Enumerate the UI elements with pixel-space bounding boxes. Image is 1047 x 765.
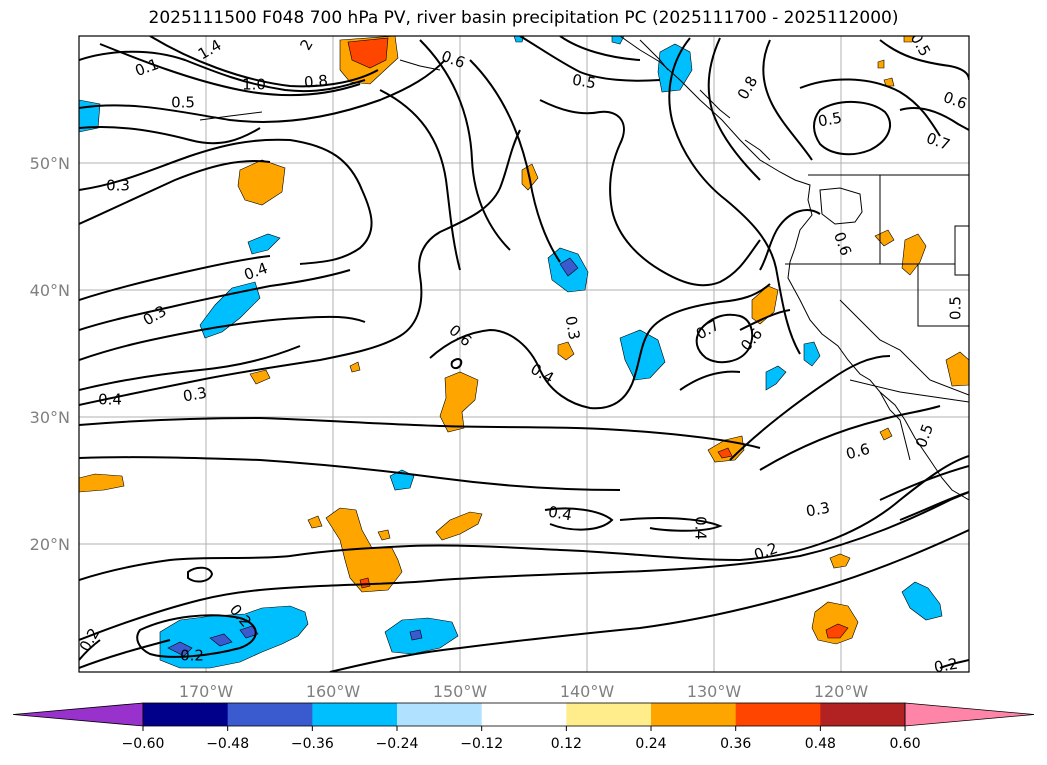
contour-label: 0.5 <box>571 71 598 93</box>
gridlines <box>79 36 969 672</box>
lat-label: 20°N <box>30 535 70 554</box>
colorbar-tick-label: 0.48 <box>805 736 836 752</box>
latitude-labels: 50°N 40°N 30°N 20°N <box>30 154 70 554</box>
colorbar <box>12 702 1035 727</box>
colorbar-tick-label: −0.24 <box>376 736 419 752</box>
lon-label: 160°W <box>306 682 361 701</box>
map-plot-area: 0.11.4 20.60.81.00.50.50.50.60.80.50.70.3… <box>79 36 969 677</box>
colorbar-bin <box>312 703 398 726</box>
contour-label: 0.3 <box>562 315 584 342</box>
colorbar-bin <box>143 703 229 726</box>
colorbar-tick-label: 0.24 <box>635 736 666 752</box>
contour-label: 0.3 <box>805 499 832 521</box>
contour-label: 0.3 <box>182 384 209 406</box>
colorbar-extend-min <box>12 702 144 727</box>
colorbar-tick-label: 0.60 <box>889 736 920 752</box>
colorbar-tick-label: −0.48 <box>206 736 249 752</box>
colorbar-extend-max <box>904 702 1035 727</box>
colorbar-tick-label: 0.12 <box>551 736 582 752</box>
lat-label: 40°N <box>30 281 70 300</box>
colorbar-bin <box>227 703 313 726</box>
contour-label: 0.2 <box>933 655 960 677</box>
contour-label: 0.5 <box>947 296 965 320</box>
contour-label: 0.8 <box>303 71 328 91</box>
contour-label: 0.5 <box>171 94 195 112</box>
contour-label: 0.3 <box>106 177 130 195</box>
contour-label: 0.4 <box>98 391 122 409</box>
contour-label: 0.2 <box>180 647 204 665</box>
colorbar-tick-label: −0.12 <box>460 736 503 752</box>
colorbar-tick-label: −0.60 <box>122 736 165 752</box>
lon-label: 130°W <box>687 682 742 701</box>
colorbar-tick-label: 0.36 <box>720 736 751 752</box>
contour-label: 0.4 <box>692 516 710 540</box>
map-frame <box>78 35 970 673</box>
lon-label: 140°W <box>560 682 615 701</box>
lon-label: 170°W <box>179 682 234 701</box>
lat-label: 30°N <box>30 408 70 427</box>
colorbar-tick-label: −0.36 <box>291 736 334 752</box>
colorbar-ticks: −0.60 −0.48 −0.36 −0.24 −0.12 0.12 0.24 0.36 0.4… <box>122 726 921 752</box>
lon-label: 120°W <box>814 682 869 701</box>
colorbar-bin <box>481 703 567 726</box>
contour-label: 1.0 <box>242 76 266 94</box>
colorbar-bin <box>651 703 737 726</box>
coastlines <box>199 36 969 501</box>
colorbar-bin <box>820 703 906 726</box>
contour-label: 0.6 <box>844 440 872 464</box>
longitude-labels: 170°W 160°W 150°W 140°W 130°W 120°W <box>179 682 869 701</box>
colorbar-bin <box>566 703 652 726</box>
map-title: 2025111500 F048 700 hPa PV, river basin … <box>148 8 899 28</box>
colorbar-bin <box>735 703 821 726</box>
colorbar-bin <box>397 703 483 726</box>
pv-contours <box>79 36 969 672</box>
lat-label: 50°N <box>30 154 70 173</box>
colorbar-frame <box>142 702 906 727</box>
precipitation-shading <box>79 36 969 669</box>
lon-label: 150°W <box>433 682 488 701</box>
contour-label: 0.4 <box>547 503 574 525</box>
contour-label: 0.5 <box>817 109 844 131</box>
